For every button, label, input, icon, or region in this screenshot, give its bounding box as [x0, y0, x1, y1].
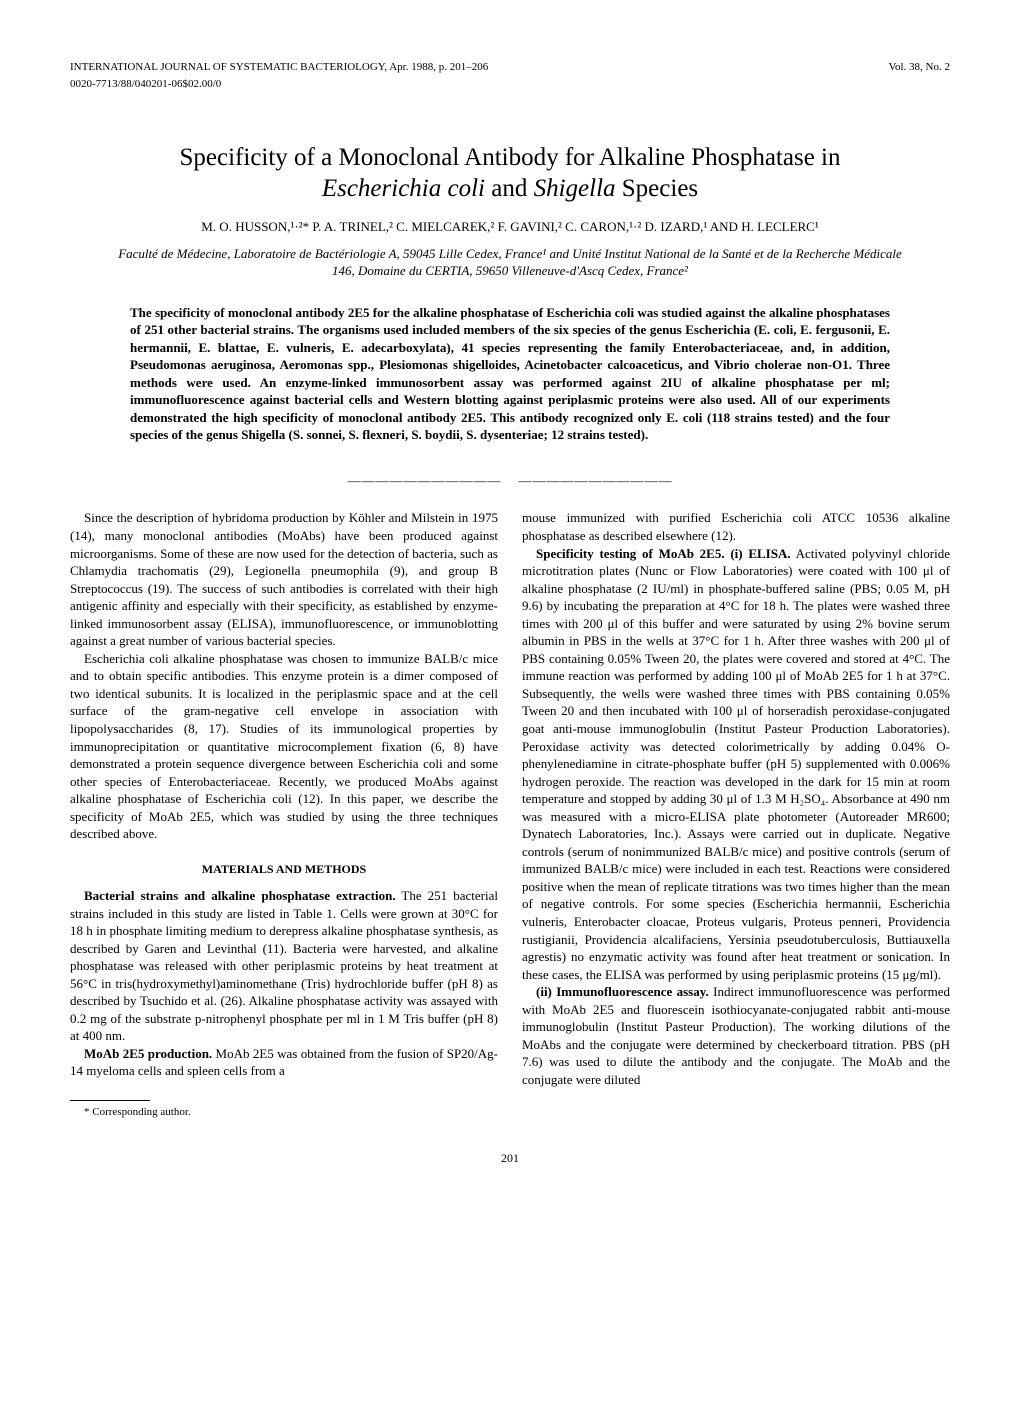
- divider-rule: ——————————— ———————————: [70, 472, 950, 490]
- volume-issue: Vol. 38, No. 2: [888, 60, 950, 75]
- left-column: Since the description of hybridoma produ…: [70, 509, 498, 1119]
- intro-para2: Escherichia coli alkaline phosphatase wa…: [70, 650, 498, 843]
- section-heading-methods: MATERIALS AND METHODS: [70, 861, 498, 877]
- col2-body2: Activated polyvinyl chloride microtitrat…: [522, 546, 950, 982]
- methods-lead1: Bacterial strains and alkaline phosphata…: [84, 888, 396, 903]
- page-number: 201: [70, 1150, 950, 1166]
- col2-para1: mouse immunized with purified Escherichi…: [522, 509, 950, 544]
- intro-para1: Since the description of hybridoma produ…: [70, 509, 498, 649]
- abstract-block: The specificity of monoclonal antibody 2…: [130, 304, 890, 444]
- affiliation-line: Faculté de Médecine, Laboratoire de Bact…: [110, 246, 910, 280]
- methods-lead2: MoAb 2E5 production.: [84, 1046, 212, 1061]
- col2-lead3: (ii) Immunofluorescence assay.: [536, 984, 709, 999]
- methods-para2: MoAb 2E5 production. MoAb 2E5 was obtain…: [70, 1045, 498, 1080]
- article-title: Specificity of a Monoclonal Antibody for…: [70, 142, 950, 205]
- two-column-body: Since the description of hybridoma produ…: [70, 509, 950, 1119]
- issn-line: 0020-7713/88/040201-06$02.00/0: [70, 77, 950, 92]
- running-header: INTERNATIONAL JOURNAL OF SYSTEMATIC BACT…: [70, 60, 950, 75]
- authors-line: M. O. HUSSON,¹·²* P. A. TRINEL,² C. MIEL…: [70, 218, 950, 236]
- methods-para1: Bacterial strains and alkaline phosphata…: [70, 887, 498, 1045]
- corresponding-author-footnote: * Corresponding author.: [70, 1105, 498, 1120]
- col2-body3: Indirect immunofluorescence was performe…: [522, 984, 950, 1087]
- title-end: Species: [616, 175, 699, 202]
- right-column: mouse immunized with purified Escherichi…: [522, 509, 950, 1119]
- col2-para2: Specificity testing of MoAb 2E5. (i) ELI…: [522, 545, 950, 984]
- title-mid: and: [485, 175, 534, 202]
- methods-body1: The 251 bacterial strains included in th…: [70, 888, 498, 1043]
- title-species2: Shigella: [534, 175, 616, 202]
- col2-para3: (ii) Immunofluorescence assay. Indirect …: [522, 983, 950, 1088]
- title-species1: Escherichia coli: [322, 175, 485, 202]
- journal-name: INTERNATIONAL JOURNAL OF SYSTEMATIC BACT…: [70, 60, 488, 75]
- abstract-text: The specificity of monoclonal antibody 2…: [130, 305, 890, 443]
- footnote-rule: [70, 1100, 150, 1101]
- title-line1: Specificity of a Monoclonal Antibody for…: [180, 144, 841, 171]
- col2-lead2: Specificity testing of MoAb 2E5. (i) ELI…: [536, 546, 791, 561]
